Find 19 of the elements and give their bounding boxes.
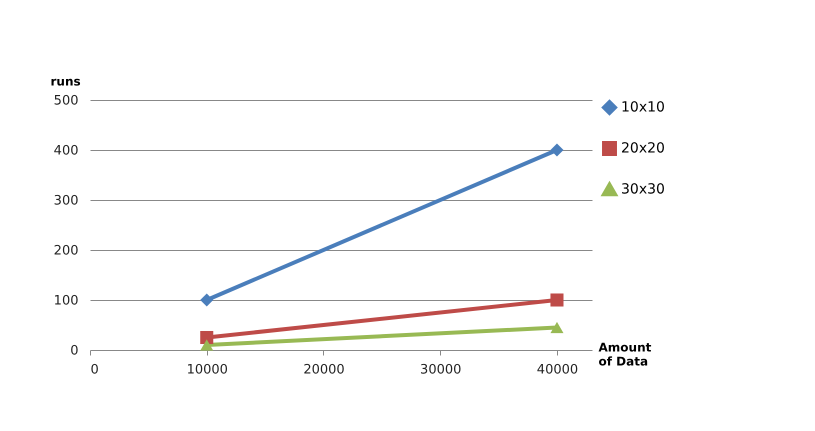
x-tick-label: 20000 (303, 362, 345, 378)
y-tick-label: 300 (54, 194, 78, 208)
legend-label: 20x20 (621, 140, 665, 156)
y-tick-label: 0 (70, 344, 78, 358)
y-tick-label: 500 (54, 94, 78, 108)
legend-label: 30x30 (621, 182, 665, 198)
y-tick-label: 200 (54, 244, 78, 258)
x-tick-label: 40000 (536, 362, 578, 378)
y-axis-title: runs (50, 74, 81, 88)
point (550, 293, 564, 307)
y-tick-label: 100 (54, 294, 78, 308)
x-tick-label: 10000 (186, 362, 228, 378)
point (200, 293, 214, 307)
x-tick-label: 30000 (420, 362, 462, 378)
legend-label: 10x10 (621, 100, 665, 116)
x-tick-label: 0 (90, 362, 99, 378)
y-tick-label: 400 (54, 144, 78, 158)
x-axis-title: Amount of Data (598, 340, 652, 368)
point (550, 143, 564, 157)
